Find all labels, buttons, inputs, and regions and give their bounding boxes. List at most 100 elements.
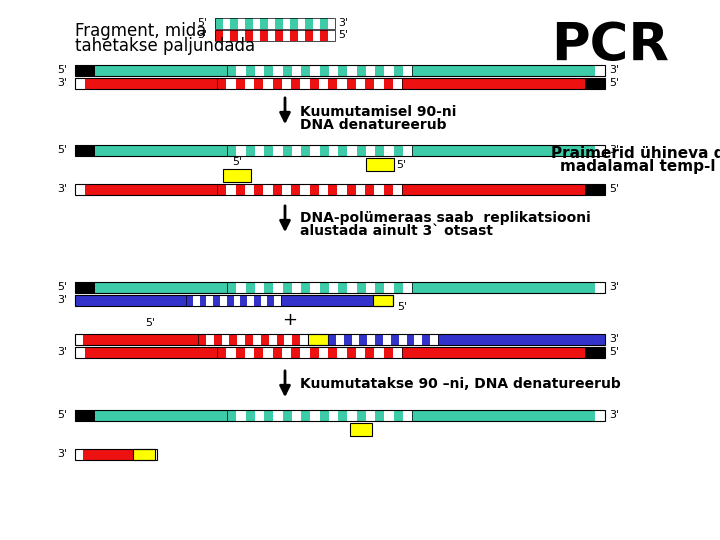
Bar	[240, 295, 247, 306]
Bar	[347, 410, 356, 421]
Bar	[383, 334, 391, 345]
Bar	[264, 78, 272, 89]
Bar	[227, 295, 233, 306]
Bar	[235, 347, 245, 358]
Bar	[336, 334, 343, 345]
Bar	[412, 65, 595, 76]
Bar	[282, 347, 291, 358]
Bar	[282, 145, 292, 156]
Text: 5': 5'	[57, 282, 67, 292]
Bar	[238, 334, 245, 345]
Bar	[217, 78, 402, 89]
Bar	[310, 282, 320, 293]
Bar	[430, 334, 438, 345]
Bar	[230, 30, 238, 41]
Bar	[276, 334, 284, 345]
Bar	[217, 347, 226, 358]
Bar	[399, 334, 407, 345]
Bar	[392, 184, 402, 195]
Bar	[254, 78, 264, 89]
Bar	[261, 295, 267, 306]
Bar	[95, 282, 227, 293]
Bar	[227, 410, 412, 421]
Bar	[75, 334, 83, 345]
Bar	[227, 145, 236, 156]
Bar	[301, 65, 310, 76]
Bar	[375, 145, 384, 156]
Bar	[215, 30, 222, 41]
Bar	[254, 295, 261, 306]
Text: 3': 3'	[338, 18, 348, 28]
Bar	[217, 184, 226, 195]
Bar	[217, 78, 226, 89]
Bar	[305, 30, 312, 41]
Bar	[235, 78, 245, 89]
Bar	[319, 184, 328, 195]
Bar	[356, 145, 366, 156]
Bar	[402, 410, 412, 421]
Text: tahetakse paljundada: tahetakse paljundada	[75, 37, 255, 55]
Bar	[217, 184, 402, 195]
Bar	[246, 410, 255, 421]
Text: madalamal temp-l: madalamal temp-l	[560, 159, 716, 174]
Bar	[233, 295, 240, 306]
Bar	[206, 334, 214, 345]
Bar	[384, 78, 392, 89]
Bar	[292, 65, 301, 76]
Bar	[338, 145, 347, 156]
Bar	[595, 410, 605, 421]
Bar	[595, 282, 605, 293]
Text: 3': 3'	[609, 410, 619, 420]
Bar	[347, 145, 356, 156]
Bar	[222, 18, 230, 29]
Bar	[346, 347, 356, 358]
Bar	[198, 334, 308, 345]
Bar	[595, 145, 605, 156]
Bar	[230, 18, 238, 29]
Text: 5': 5'	[232, 157, 242, 167]
Bar	[292, 410, 301, 421]
Bar	[351, 334, 359, 345]
Text: 3': 3'	[57, 295, 67, 305]
Bar	[375, 65, 384, 76]
Bar	[328, 30, 335, 41]
Bar	[366, 282, 375, 293]
Bar	[235, 184, 245, 195]
Bar	[75, 145, 95, 156]
Bar	[290, 18, 297, 29]
Bar	[292, 145, 301, 156]
Text: Kuumutamisel 90-ni: Kuumutamisel 90-ni	[300, 105, 456, 119]
Bar	[402, 347, 585, 358]
Bar	[226, 78, 235, 89]
Bar	[328, 78, 337, 89]
Bar	[359, 334, 367, 345]
Bar	[320, 65, 329, 76]
Bar	[402, 78, 585, 89]
Bar	[199, 295, 207, 306]
Bar	[438, 334, 605, 345]
Bar	[236, 282, 246, 293]
Bar	[319, 347, 328, 358]
Bar	[227, 65, 412, 76]
Text: Kuumutatakse 90 –ni, DNA denatureerub: Kuumutatakse 90 –ni, DNA denatureerub	[300, 377, 621, 391]
Bar	[220, 295, 227, 306]
Bar	[337, 184, 346, 195]
Bar	[274, 65, 282, 76]
Bar	[83, 334, 198, 345]
Text: 3': 3'	[57, 347, 67, 357]
Bar	[274, 282, 282, 293]
Bar	[83, 449, 133, 460]
Bar	[365, 78, 374, 89]
Bar	[253, 30, 260, 41]
Bar	[223, 169, 251, 182]
Bar	[297, 30, 305, 41]
Bar	[282, 410, 292, 421]
Bar	[585, 347, 605, 358]
Text: 5': 5'	[338, 30, 348, 40]
Bar	[356, 65, 366, 76]
Bar	[75, 295, 393, 306]
Text: 5': 5'	[57, 145, 67, 155]
Bar	[264, 184, 272, 195]
Bar	[310, 184, 319, 195]
Bar	[75, 449, 83, 460]
